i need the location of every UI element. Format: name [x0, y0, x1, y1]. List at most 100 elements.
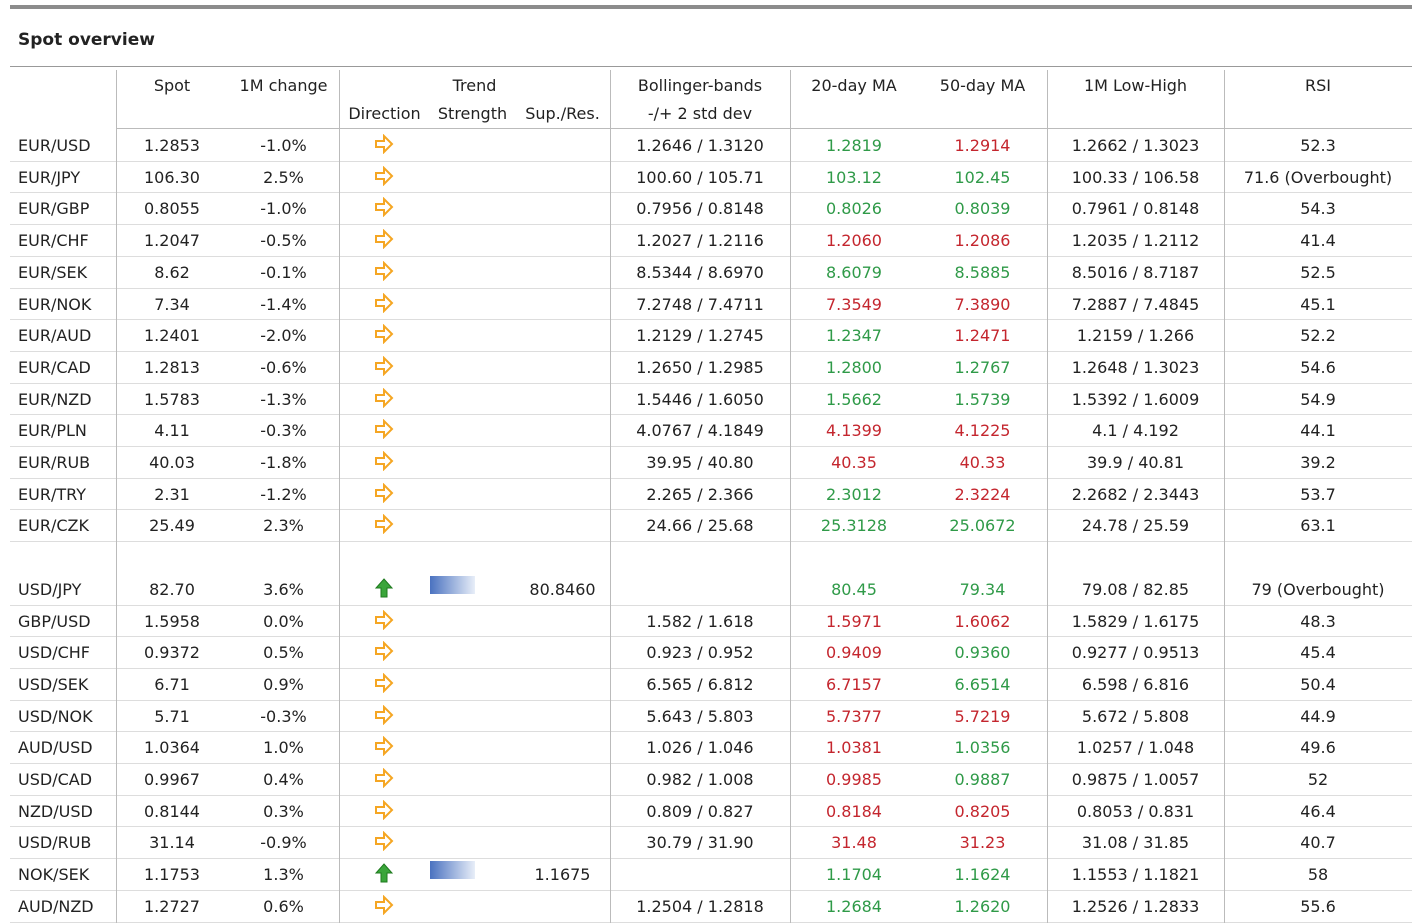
low-high: 100.33 / 106.58: [1071, 167, 1200, 187]
pair: USD/JPY: [18, 579, 82, 599]
ma20: 4.1399: [826, 421, 882, 441]
header-rule: [10, 66, 1412, 67]
bollinger: 1.2504 / 1.2818: [636, 896, 764, 916]
spot: 8.62: [154, 262, 190, 282]
bollinger: 30.79 / 31.90: [646, 833, 754, 853]
change: -0.1%: [260, 262, 307, 282]
sup-res: 80.8460: [529, 579, 596, 599]
pair: NOK/SEK: [18, 865, 90, 885]
column-line: [1224, 70, 1225, 923]
header-ma20: 20-day MA: [811, 76, 897, 95]
change: 1.0%: [263, 738, 304, 758]
trend-arrow: [375, 419, 394, 440]
spot: 1.5958: [144, 611, 200, 631]
pair: EUR/RUB: [18, 453, 91, 472]
pair: EUR/GBP: [18, 199, 90, 219]
header-bollinger: Bollinger-bands: [637, 76, 763, 95]
pair: EUR/CZK: [18, 516, 89, 536]
ma50: 1.2914: [954, 136, 1011, 155]
change: 0.4%: [263, 770, 304, 789]
change: -0.3%: [260, 706, 307, 726]
ma50: 79.34: [959, 579, 1006, 599]
trend-arrow: [375, 514, 394, 535]
low-high: 0.9875 / 1.0057: [1071, 770, 1200, 789]
rsi: 48.3: [1300, 611, 1336, 631]
ma50: 1.0356: [954, 738, 1011, 758]
row-line: [10, 350, 1412, 352]
bollinger: 1.2646 / 1.3120: [636, 136, 764, 155]
rsi: 50.4: [1300, 674, 1336, 694]
ma50: 2.3224: [954, 484, 1011, 504]
low-high: 39.9 / 40.81: [1087, 453, 1184, 472]
trend-arrow: [375, 260, 394, 281]
row-line: [10, 255, 1412, 257]
strength-bar: [430, 575, 475, 594]
ma20: 1.2684: [826, 896, 882, 916]
ma20: 0.9985: [826, 770, 882, 789]
row-line: [10, 826, 1412, 828]
row-line: [10, 287, 1412, 289]
change: 0.0%: [263, 611, 304, 631]
pair: NZD/USD: [18, 801, 93, 821]
arrow-shape: [375, 609, 394, 630]
bollinger: 1.2650 / 1.2985: [636, 357, 764, 377]
trend-arrow: [375, 324, 394, 345]
rsi: 53.7: [1300, 484, 1336, 504]
row-line: [10, 382, 1412, 384]
ma20: 7.3549: [826, 294, 882, 314]
bollinger: 1.026 / 1.046: [646, 738, 754, 758]
arrow-shape: [374, 863, 394, 883]
row-line: [10, 889, 1412, 891]
ma50: 31.23: [959, 833, 1006, 853]
row-line: [10, 446, 1412, 447]
ma50: 1.5739: [954, 389, 1011, 409]
row-line: [10, 541, 1412, 543]
spot: 1.2853: [144, 136, 200, 155]
ma20: 103.12: [826, 167, 882, 187]
header-strength: Strength: [437, 104, 508, 123]
change: -0.3%: [260, 421, 307, 441]
trend-arrow: [374, 578, 394, 598]
change: -1.2%: [260, 484, 307, 504]
arrow-shape: [375, 292, 394, 313]
strength-bar: [430, 861, 475, 880]
low-high: 0.8053 / 0.831: [1076, 801, 1195, 821]
change: 0.5%: [263, 643, 304, 663]
ma50: 5.7219: [954, 706, 1011, 726]
ma50: 40.33: [959, 453, 1006, 472]
spot: 1.2813: [144, 357, 200, 377]
spot: 82.70: [149, 579, 195, 599]
title: Spot overview: [18, 30, 155, 50]
trend-arrow: [375, 641, 394, 662]
rsi: 52.5: [1300, 262, 1336, 282]
arrow-shape: [375, 799, 394, 820]
bollinger: 8.5344 / 8.6970: [636, 262, 764, 282]
spot: 4.11: [154, 421, 190, 441]
change: 0.3%: [263, 801, 304, 821]
row-line: [10, 699, 1412, 701]
trend-arrow: [375, 768, 394, 788]
ma20: 0.8026: [826, 199, 882, 219]
column-line: [116, 70, 117, 923]
arrow-shape: [375, 514, 394, 535]
rsi: 54.3: [1300, 199, 1336, 219]
ma20: 6.7157: [826, 674, 882, 694]
rsi: 71.6 (Overbought): [1243, 167, 1393, 187]
spot: 7.34: [154, 294, 190, 314]
arrow-shape: [375, 831, 394, 852]
pair: EUR/PLN: [18, 421, 87, 441]
column-line: [610, 70, 611, 923]
spot: 2.31: [154, 484, 190, 504]
ma50: 1.2767: [954, 357, 1011, 377]
ma50: 1.2620: [954, 896, 1011, 916]
header-change: 1M change: [239, 76, 328, 95]
bollinger: 24.66 / 25.68: [646, 516, 754, 536]
pair: EUR/CHF: [18, 231, 89, 251]
row-line: [10, 667, 1412, 669]
arrow-shape: [375, 894, 394, 915]
low-high: 31.08 / 31.85: [1081, 833, 1190, 853]
row-line: [10, 509, 1412, 511]
spot: 40.03: [149, 453, 195, 472]
spot: 1.1753: [144, 865, 200, 885]
